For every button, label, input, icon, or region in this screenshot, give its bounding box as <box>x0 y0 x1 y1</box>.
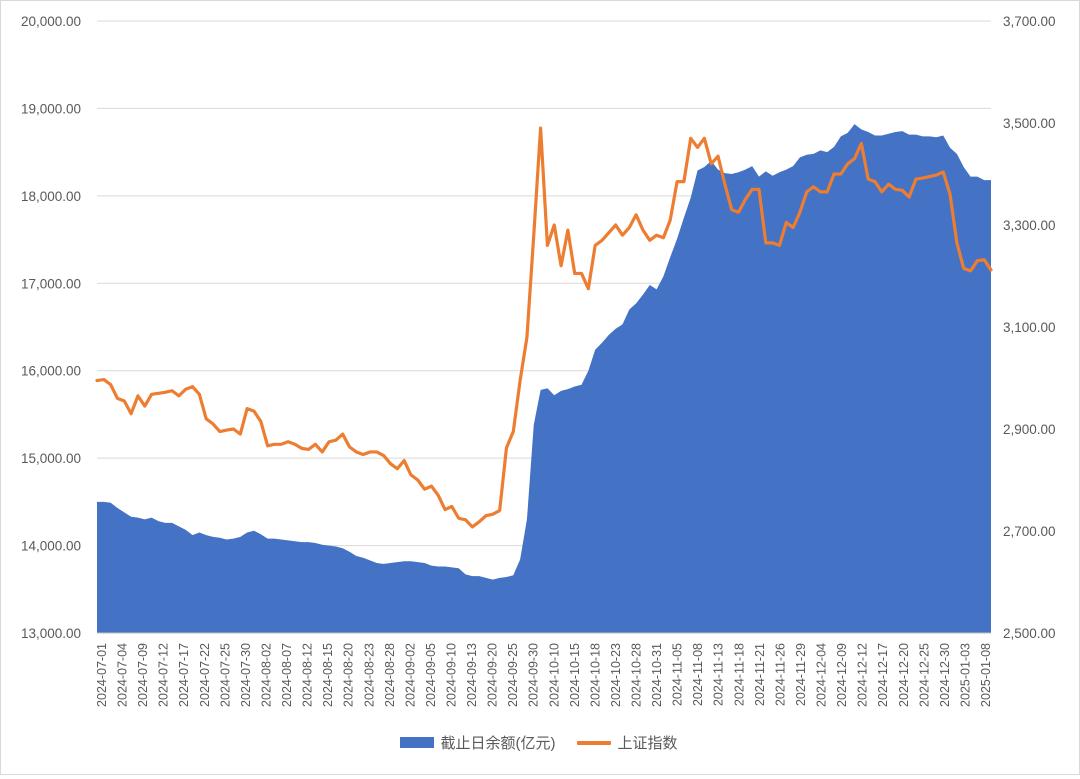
x-tick-label: 2024-12-30 <box>938 643 952 707</box>
x-tick-label: 2024-10-31 <box>650 643 664 707</box>
x-tick-label: 2024-09-30 <box>527 643 541 707</box>
x-tick-label: 2024-08-20 <box>342 643 356 707</box>
x-tick-label: 2024-09-05 <box>424 643 438 707</box>
left-tick-label: 18,000.00 <box>21 189 81 204</box>
legend: 截止日余额(亿元) 上证指数 <box>0 732 1078 753</box>
left-tick-label: 16,000.00 <box>21 364 81 379</box>
x-tick-label: 2024-11-29 <box>794 643 808 706</box>
x-tick-label: 2024-12-04 <box>815 643 829 707</box>
x-tick-label: 2024-09-20 <box>486 643 500 707</box>
balance-area <box>97 124 991 634</box>
left-tick-label: 15,000.00 <box>21 451 81 466</box>
right-tick-label: 3,700.00 <box>1003 14 1056 29</box>
x-axis-ticks: 2024-07-01 2024-07-04 2024-07-09 2024-07-12… <box>95 632 993 707</box>
x-tick-label: 2024-11-21 <box>753 643 767 706</box>
x-tick-label: 2024-07-09 <box>136 643 150 707</box>
x-tick-label: 2024-08-15 <box>321 643 335 707</box>
right-tick-label: 2,500.00 <box>1003 626 1056 641</box>
legend-label-index: 上证指数 <box>617 735 678 752</box>
sse-index-line <box>95 126 993 529</box>
x-tick-label: 2024-11-13 <box>712 643 726 706</box>
x-tick-label: 2024-09-10 <box>444 643 458 707</box>
x-tick-label: 2024-11-08 <box>691 643 705 706</box>
x-tick-label: 2024-10-15 <box>568 643 582 707</box>
x-tick-label: 2024-08-28 <box>383 643 397 707</box>
x-tick-label: 2024-07-22 <box>198 643 212 707</box>
x-tick-label: 2024-11-05 <box>671 643 685 706</box>
right-tick-label: 2,700.00 <box>1003 524 1056 539</box>
left-axis-ticks: 13,000.00 14,000.00 15,000.00 16,000.00 17,0… <box>21 14 81 641</box>
x-tick-label: 2024-08-23 <box>362 643 376 707</box>
legend-swatch-index <box>577 740 612 745</box>
left-tick-label: 13,000.00 <box>21 626 81 641</box>
x-tick-label: 2024-07-17 <box>177 643 191 707</box>
x-tick-label: 2024-07-25 <box>218 643 232 707</box>
right-tick-label: 2,900.00 <box>1003 422 1056 437</box>
x-tick-label: 2024-07-04 <box>116 643 130 707</box>
right-tick-label: 3,300.00 <box>1003 218 1056 233</box>
x-tick-label: 2024-09-13 <box>465 643 479 707</box>
x-tick-label: 2024-09-25 <box>506 643 520 707</box>
x-tick-label: 2024-08-07 <box>280 643 294 707</box>
sse-index-line-series <box>95 126 993 529</box>
balance-area-series <box>97 124 991 634</box>
x-tick-label: 2024-10-23 <box>609 643 623 707</box>
x-tick-label: 2024-10-10 <box>547 643 561 707</box>
x-tick-label: 2024-12-17 <box>876 643 890 707</box>
x-tick-label: 2024-07-12 <box>157 643 171 707</box>
right-tick-label: 3,100.00 <box>1003 320 1056 335</box>
x-tick-label: 2024-11-18 <box>732 643 746 706</box>
x-tick-label: 2024-07-30 <box>239 643 253 707</box>
left-tick-label: 17,000.00 <box>21 276 81 291</box>
right-axis-ticks: 2,500.00 2,700.00 2,900.00 3,100.00 3,300.00… <box>1003 14 1056 641</box>
left-tick-label: 14,000.00 <box>21 539 81 554</box>
x-tick-label: 2024-12-20 <box>897 643 911 707</box>
x-tick-label: 2024-12-12 <box>856 643 870 707</box>
x-tick-label: 2025-01-03 <box>958 643 972 707</box>
x-tick-label: 2024-10-18 <box>588 643 602 707</box>
legend-item-index[interactable]: 上证指数 <box>577 732 678 753</box>
right-tick-label: 3,500.00 <box>1003 116 1056 131</box>
legend-swatch-balance <box>400 737 435 748</box>
x-tick-label: 2024-08-12 <box>301 643 315 707</box>
x-tick-label: 2024-10-28 <box>630 643 644 707</box>
x-tick-label: 2024-07-01 <box>95 643 109 707</box>
legend-item-balance[interactable]: 截止日余额(亿元) <box>400 732 555 753</box>
x-tick-label: 2024-12-25 <box>917 643 931 707</box>
left-tick-label: 19,000.00 <box>21 101 81 116</box>
x-tick-label: 2024-11-26 <box>773 643 787 706</box>
x-tick-label: 2025-01-08 <box>979 643 993 707</box>
x-tick-label: 2024-12-09 <box>835 643 849 707</box>
legend-label-balance: 截止日余额(亿元) <box>440 735 556 752</box>
x-tick-label: 2024-09-02 <box>403 643 417 707</box>
left-tick-label: 20,000.00 <box>21 14 81 29</box>
x-tick-label: 2024-08-02 <box>259 643 273 707</box>
